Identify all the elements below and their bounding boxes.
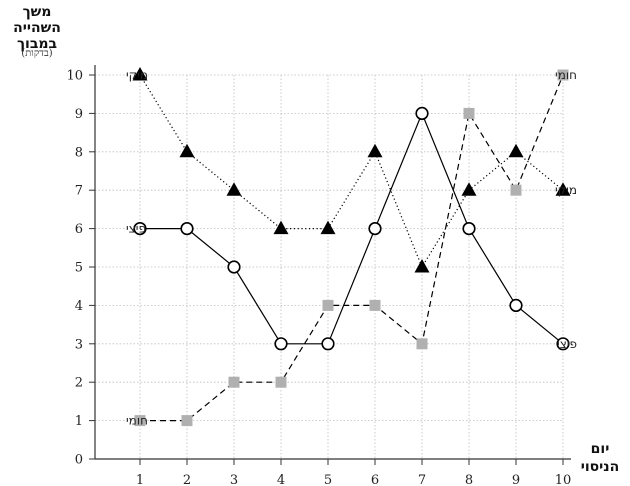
x-axis-title: יום הניסוי [572,440,628,476]
x-tick-label: 10 [555,473,572,486]
series-line [139,74,564,269]
y-tick-label: 8 [75,145,83,160]
data-point [320,220,336,235]
y-tick-label: 5 [75,261,83,276]
axes [89,65,571,465]
y-axis-title-line-1: משך השהייה [13,4,61,36]
data-point [274,337,288,351]
x-tick-label: 7 [418,473,426,486]
y-tick-label: 4 [75,299,83,314]
x-tick-label: 4 [277,473,285,486]
series-markers [132,67,571,427]
series-line [140,74,564,422]
data-point [556,337,570,351]
data-point [226,182,242,196]
data-point [416,338,428,350]
data-point [555,182,571,196]
data-point [462,222,476,236]
y-axis-title-line-2: במבוך [16,36,58,52]
data-point [508,143,524,158]
x-tick-labels: 1 2 3 4 5 6 7 8 9 10 [136,473,571,486]
data-point [228,376,240,388]
y-axis-title: משך השהייה במבוך [0,4,74,52]
data-point [132,67,148,81]
series-label-start: פיצי [126,222,146,236]
y-tick-label: 7 [75,184,83,199]
data-point [273,220,289,235]
y-tick-label: 1 [75,414,83,429]
data-point [367,143,383,158]
series-labels: מיקי מיקי פיצי פיצי חומי חומי [126,68,577,428]
data-point [510,184,522,196]
y-tick-label: 0 [75,453,83,468]
grid [95,74,564,459]
data-point [133,222,147,236]
data-point [368,222,382,236]
series-lines [139,74,564,422]
x-axis-title-line-1: יום [590,441,610,457]
y-axis-unit: (בדקות) [21,48,53,59]
data-point [415,106,429,120]
y-tick-label: 2 [75,376,83,391]
data-point [369,299,381,311]
data-point [322,299,334,311]
data-point [180,222,194,236]
series-label-end: חומי [555,68,577,82]
y-tick-label: 9 [75,107,83,122]
x-axis-title-line-2: הניסוי [580,459,620,475]
data-point [179,143,195,158]
data-point [414,259,430,273]
data-point [461,182,477,196]
x-tick-label: 8 [465,473,473,486]
series-line [140,111,564,345]
data-point [463,107,475,119]
x-tick-label: 3 [230,473,238,486]
data-point [227,260,241,274]
y-tick-label: 6 [75,222,83,237]
series-label-start: חומי [126,414,148,428]
series-label-start: מיקי [126,68,148,82]
x-tick-label: 5 [324,473,332,486]
x-tick-label: 9 [512,473,520,486]
data-point [134,415,146,427]
series-label-end: מיקי [555,183,577,197]
series-label-end: פיצי [557,337,577,351]
x-tick-label: 1 [136,473,144,486]
y-tick-label: 10 [66,69,83,84]
data-point [321,337,335,351]
data-point [181,415,193,427]
x-tick-label: 6 [371,473,379,486]
data-point [557,69,569,81]
y-tick-labels: 0 1 2 3 4 5 6 7 8 9 10 [66,69,83,468]
x-tick-label: 2 [183,473,191,486]
data-point [275,376,287,388]
data-point [509,298,523,313]
y-tick-label: 3 [75,337,83,352]
